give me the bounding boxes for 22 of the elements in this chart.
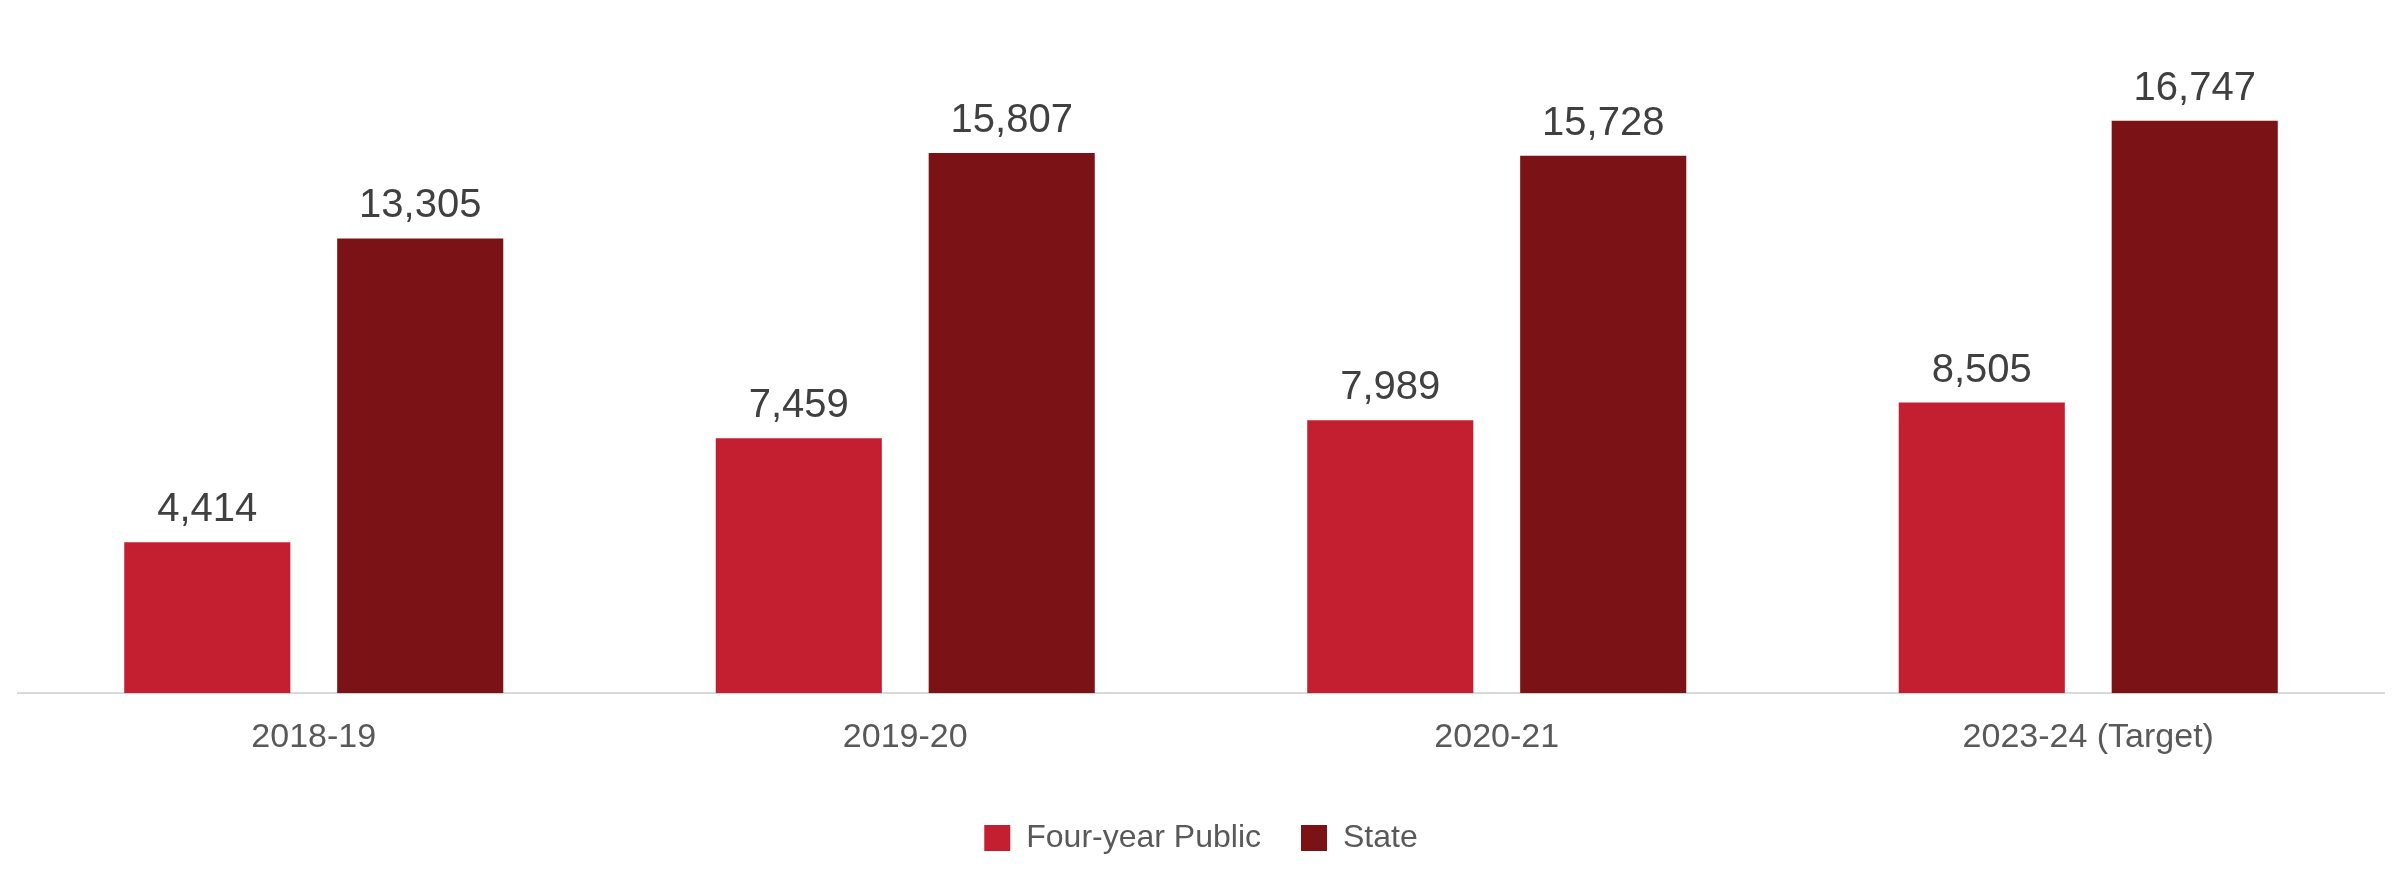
data-label: 8,505	[1931, 345, 2032, 390]
data-label: 4,414	[157, 485, 258, 530]
x-tick-label: 2019-20	[842, 715, 968, 754]
bar	[1520, 155, 1687, 694]
data-label: 15,728	[1542, 98, 1665, 143]
data-label: 15,807	[950, 95, 1073, 140]
bar	[337, 238, 504, 694]
bar	[928, 152, 1095, 694]
bar	[715, 438, 882, 694]
bar	[2111, 120, 2278, 694]
bar	[1307, 420, 1474, 694]
data-label: 16,747	[2133, 63, 2256, 108]
legend-label: Four-year Public	[1026, 817, 1262, 854]
x-tick-label: 2018-19	[251, 715, 377, 754]
bar	[1898, 402, 2065, 694]
x-tick-label: 2023-24 (Target)	[1962, 715, 2214, 754]
data-label: 7,459	[748, 381, 849, 426]
bar	[124, 542, 291, 694]
data-label: 7,989	[1340, 363, 1441, 408]
data-label: 13,305	[359, 181, 482, 226]
legend-label: State	[1343, 817, 1418, 854]
x-tick-label: 2020-21	[1434, 715, 1560, 754]
